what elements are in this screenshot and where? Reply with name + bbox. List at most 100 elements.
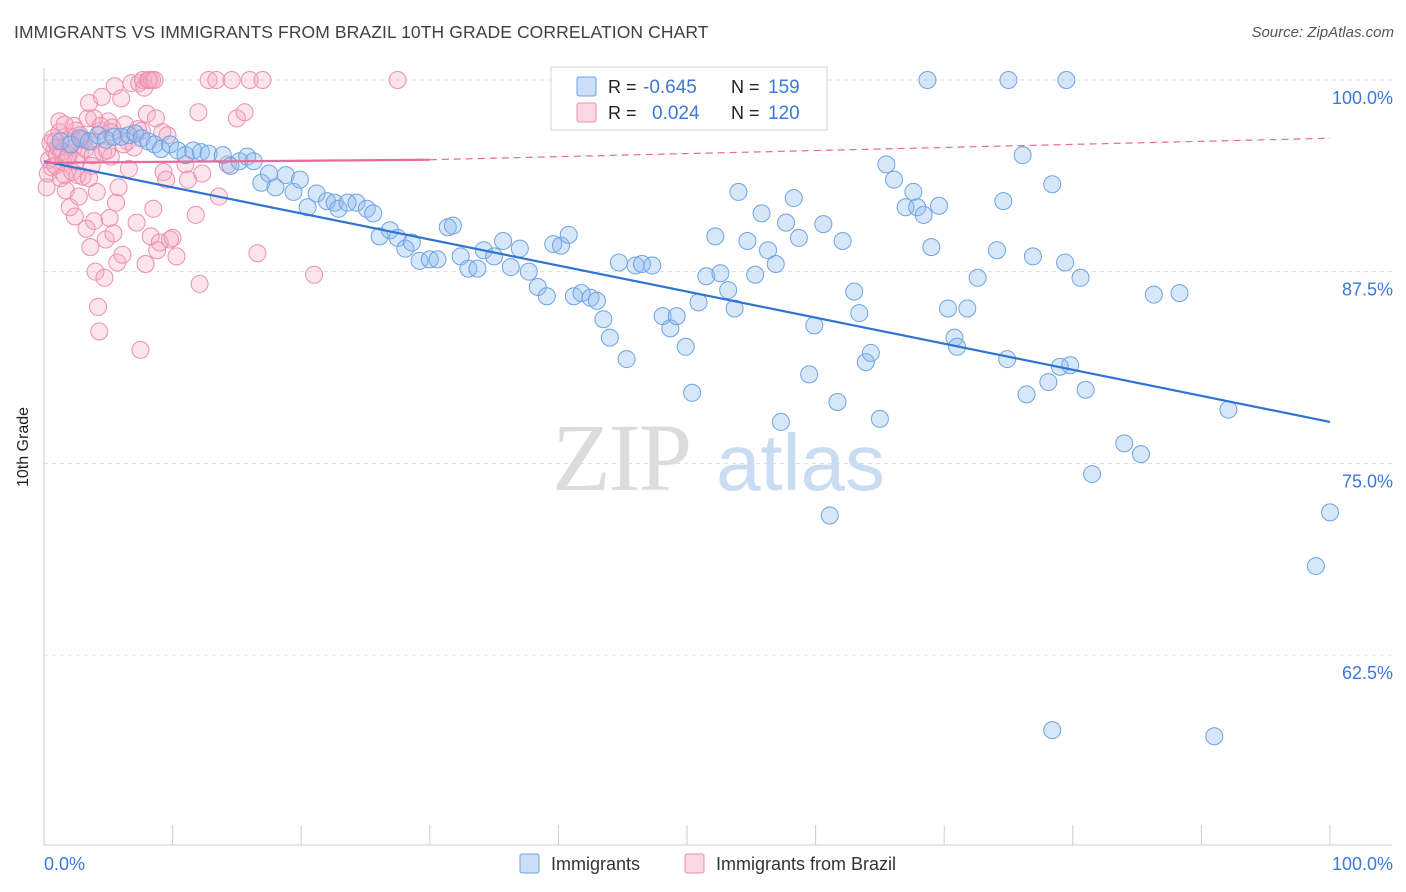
brazil-point [69,187,88,206]
immigrants-point [402,233,421,252]
legend-bottom-label-brazil: Immigrants from Brazil [716,854,896,874]
brazil-point [388,71,407,89]
immigrants-point [725,299,744,318]
immigrants-point [968,268,987,287]
source-label: Source: ZipAtlas.com [1251,24,1394,41]
brazil-point [145,71,164,89]
immigrants-point [1056,253,1075,272]
immigrants-point [777,213,796,232]
immigrants-point [307,184,326,203]
immigrants-point [885,170,904,189]
brazil-point [109,178,128,197]
watermark-atlas: atlas [716,418,885,507]
immigrants-point [999,71,1018,89]
x-tick-label: 0.0% [44,854,85,874]
immigrants-point [1321,503,1339,522]
immigrants-point [719,281,738,300]
immigrants-point [870,409,889,428]
immigrants-point [1131,445,1150,464]
immigrants-point [266,178,285,197]
brazil-point [157,170,176,189]
brazil-point [136,255,155,273]
legend-top-swatch-immigrants [576,76,597,97]
brazil-point [186,205,205,224]
immigrants-point [51,132,70,151]
brazil-point [92,87,111,106]
immigrants-point [752,204,771,223]
brazil-point [112,89,131,108]
immigrants-point [1013,146,1032,165]
immigrants-point [683,383,702,402]
immigrants-point [856,353,875,372]
immigrants-point [766,255,785,273]
immigrants-point [1144,285,1163,304]
immigrants-point [814,215,833,234]
brazil-trend-line [43,158,430,164]
immigrants-point [784,189,803,208]
brazil-point [137,104,156,123]
immigrants-point [939,299,958,318]
brazil-point [89,297,108,316]
brazil-point [50,112,69,131]
brazil-point [55,115,74,134]
immigrants-point [1043,721,1062,740]
immigrants-point [600,328,619,347]
y-tick-label: 87.5% [1342,280,1393,300]
legend-top: R = -0.645 N = 159 R = 0.024 N = 120 [550,66,828,131]
immigrants-point [1076,380,1095,399]
brazil-point [131,340,150,359]
legend-bottom-label-immigrants: Immigrants [551,854,640,874]
legend-bottom-swatch-immigrants [519,853,540,874]
brazil-point [107,193,126,212]
immigrants-point [370,227,389,246]
immigrants-point [537,287,556,306]
legend-top-r-label-1: R = [608,77,637,97]
immigrants-point [559,225,578,244]
immigrants-point [1043,175,1062,194]
immigrants-point [914,205,933,224]
points-layer [37,71,1339,746]
immigrants-point [746,265,765,284]
brazil-point [253,71,272,89]
brazil-point [65,207,84,226]
immigrants-point [276,166,295,185]
immigrants-point [338,193,357,212]
immigrants-point [1017,385,1036,404]
immigrants-point [800,365,819,384]
immigrants-point [420,250,439,269]
immigrants-point [1170,284,1189,303]
y-tick-label: 62.5% [1342,663,1393,683]
immigrants-point [689,293,708,312]
immigrants-point [667,307,686,326]
immigrants-point [711,264,730,283]
immigrants-point [850,304,869,323]
brazil-point [193,164,212,183]
immigrants-point [706,227,725,246]
watermark-zip: ZIP [552,404,690,511]
immigrants-point [572,284,591,303]
legend-top-swatch-brazil [576,102,597,123]
brazil-point [176,155,195,174]
legend-top-n-label-1: N = [731,77,760,97]
immigrants-point [845,282,864,301]
immigrants-point [587,291,606,310]
brazil-point [199,71,218,89]
brazil-point [87,182,106,201]
immigrants-point [987,241,1006,260]
immigrants-point [594,310,613,329]
brazil-point [248,244,267,263]
immigrants-point [252,173,271,192]
brazil-point [86,262,105,281]
immigrants-point [1219,400,1238,419]
immigrants-point [519,262,538,281]
legend-top-n-value-1: 159 [768,77,800,98]
legend-bottom: Immigrants Immigrants from Brazil [519,853,896,874]
brazil-point [81,238,100,257]
brazil-point [95,268,114,287]
brazil-point [305,265,324,284]
immigrants-point [145,135,164,154]
immigrants-point [329,199,348,218]
immigrants-point [789,228,808,247]
immigrants-point [861,343,880,362]
